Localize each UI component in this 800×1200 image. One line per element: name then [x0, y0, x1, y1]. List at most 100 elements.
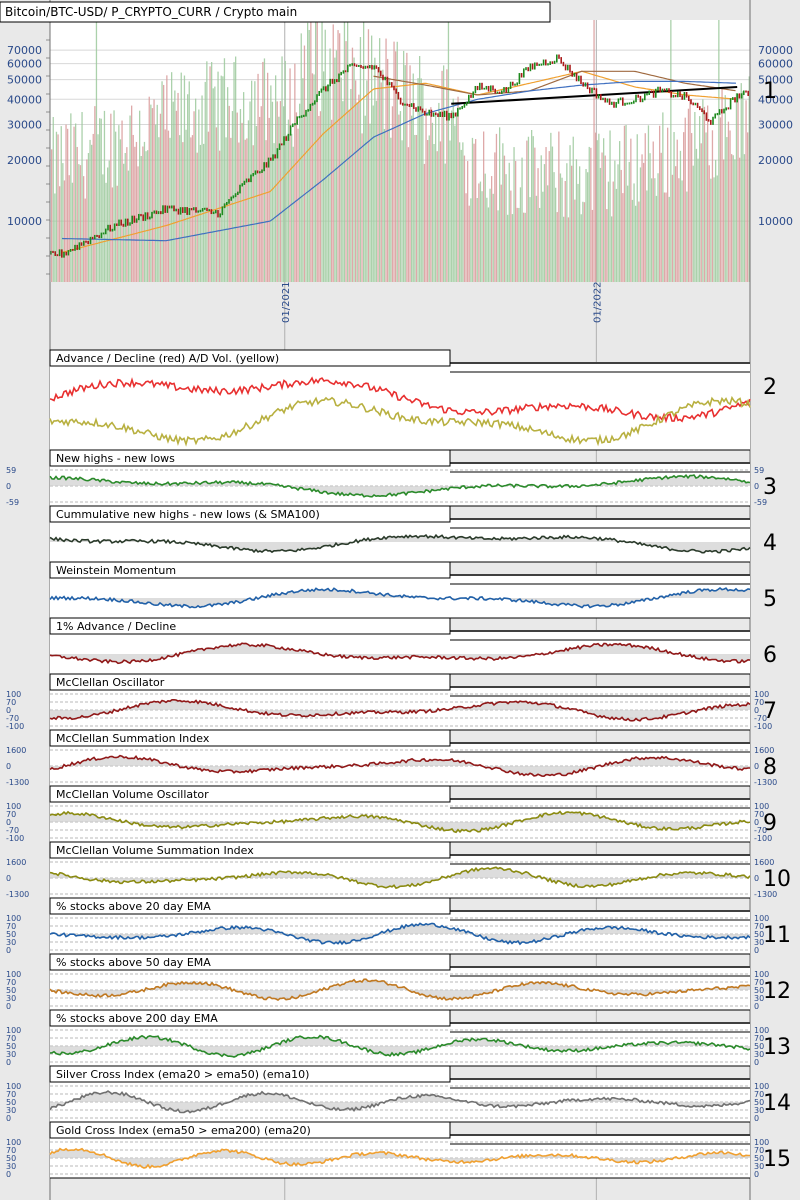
volume-bar	[172, 101, 174, 282]
panel-title: Advance / Decline (red) A/D Vol. (yellow…	[56, 352, 279, 365]
panel-tick-right: 30	[754, 1050, 764, 1059]
price-candle	[63, 251, 65, 258]
volume-bar	[387, 58, 389, 282]
price-candle	[243, 180, 246, 185]
volume-bar	[535, 195, 538, 282]
panel-tick-left: 0	[6, 762, 11, 771]
panel-tick-left: 0	[6, 1058, 11, 1067]
panel-number: 3	[763, 475, 777, 500]
price-candle	[523, 68, 525, 78]
panel-title-box	[49, 785, 451, 803]
price-candle	[415, 107, 417, 112]
price-candle	[296, 116, 298, 125]
volume-bar	[449, 140, 451, 282]
price-candle	[186, 207, 188, 215]
price-candle	[538, 63, 540, 66]
price-candle	[443, 110, 446, 118]
panel-title-box	[49, 561, 451, 579]
volume-bar	[492, 193, 494, 282]
price-candle	[597, 94, 600, 99]
price-candle	[430, 109, 433, 117]
panel-number: 9	[763, 811, 777, 836]
volume-bar	[287, 119, 290, 282]
volume-bar	[691, 133, 693, 282]
volume-bar	[292, 146, 294, 282]
volume-bar	[516, 207, 518, 282]
price-candle	[364, 65, 367, 69]
volume-bar	[214, 86, 216, 282]
x-tick-label: 01/2021	[281, 281, 292, 323]
volume-bar	[721, 89, 723, 282]
price-candle	[683, 92, 686, 100]
volume-bar	[572, 136, 574, 282]
price-candle	[413, 103, 415, 109]
volume-bar	[673, 132, 675, 282]
panel-tick-left: 70	[6, 698, 16, 707]
panel-series-line	[49, 810, 751, 834]
volume-bar	[478, 183, 480, 282]
volume-bar	[726, 137, 728, 282]
volume-bar	[143, 141, 146, 282]
panel-tick-left: 0	[6, 818, 11, 827]
volume-bar	[340, 77, 342, 282]
panel-series-line	[49, 533, 751, 554]
volume-bar	[518, 207, 520, 282]
price-candle	[311, 102, 314, 106]
volume-bar	[684, 117, 686, 282]
volume-bar	[729, 130, 731, 282]
volume-bar	[735, 93, 738, 282]
panel-tick-left: 0	[6, 874, 11, 883]
panel-plot-area	[50, 362, 750, 450]
price-candle	[474, 85, 477, 94]
volume-bar	[532, 136, 534, 282]
volume-bar	[278, 116, 280, 282]
price-candle	[549, 61, 551, 65]
price-candle	[164, 205, 166, 213]
price-candle	[331, 78, 334, 84]
volume-bar	[71, 182, 74, 282]
volume-bar	[239, 108, 242, 282]
price-candle	[534, 62, 536, 70]
panel-plot-area	[50, 854, 750, 898]
price-candle	[666, 88, 668, 92]
volume-bar	[249, 101, 251, 282]
price-candle	[241, 183, 243, 187]
volume-bar	[247, 120, 250, 282]
volume-bar	[425, 108, 427, 282]
main-series	[50, 54, 750, 258]
panel-tick-right: 0	[754, 762, 759, 771]
price-candle	[285, 136, 287, 141]
volume-bar	[246, 138, 248, 282]
panel-tick-right: 0	[754, 1170, 759, 1179]
volume-bar	[705, 132, 707, 282]
main-y-tick-left: 20000	[7, 154, 42, 167]
price-candle	[380, 70, 382, 77]
volume-bar	[606, 209, 608, 282]
volume-bar	[351, 47, 354, 282]
volume-bar	[159, 113, 162, 282]
price-candle	[160, 211, 162, 215]
price-candle	[426, 113, 428, 116]
volume-bar	[311, 73, 314, 282]
volume-bar	[447, 20, 450, 282]
volume-bar	[462, 142, 464, 282]
panel-title: McClellan Volume Oscillator	[56, 788, 209, 801]
panel-number: 4	[763, 531, 777, 556]
volume-bar	[497, 210, 499, 282]
price-candle	[639, 95, 642, 103]
price-candle	[314, 100, 316, 105]
volume-bar	[206, 61, 208, 282]
volume-bar	[495, 133, 498, 282]
price-candle	[340, 71, 342, 76]
volume-bar	[140, 156, 142, 282]
volume-bar	[343, 21, 346, 282]
volume-bar	[139, 110, 141, 282]
volume-bar	[431, 122, 434, 282]
panel-tick-right: 100	[754, 802, 769, 811]
volume-bar	[135, 141, 138, 282]
price-candle	[239, 184, 241, 194]
panel-tick-left: -100	[6, 722, 24, 731]
volume-bar	[268, 117, 270, 282]
price-candle	[494, 88, 496, 94]
price-candle	[613, 101, 615, 108]
